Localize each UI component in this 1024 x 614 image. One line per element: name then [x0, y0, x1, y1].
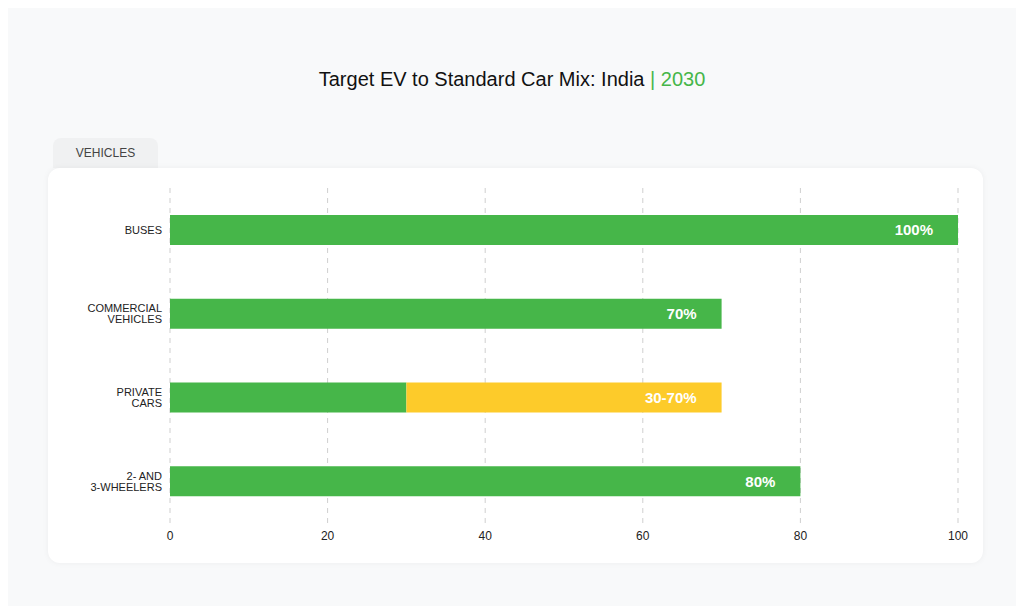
- html-text:Target EV to Standard Car Mix:: Target EV to Standard Car Mix: India | 2…: [318, 68, 706, 90]
- svg-text:COMMERCIALVEHICLES: COMMERCIALVEHICLES: [87, 302, 162, 325]
- svg-text:40: 40: [479, 529, 493, 543]
- svg-text:60: 60: [636, 529, 650, 543]
- html-text:VEHICLES: VEHICLES: [75, 146, 136, 160]
- svg-text:BUSES: BUSES: [125, 224, 162, 236]
- svg-text:100: 100: [948, 529, 968, 543]
- svg-text:PRIVATECARS: PRIVATECARS: [117, 386, 162, 409]
- svg-text:30-70%: 30-70%: [645, 389, 697, 406]
- svg-text:0: 0: [167, 529, 174, 543]
- svg-text:2- AND3-WHEELERS: 2- AND3-WHEELERS: [90, 470, 162, 493]
- svg-text:100%: 100%: [895, 221, 933, 238]
- svg-text:80%: 80%: [745, 473, 775, 490]
- svg-text:70%: 70%: [667, 305, 697, 322]
- svg-text:80: 80: [794, 529, 808, 543]
- svg-text:20: 20: [321, 529, 335, 543]
